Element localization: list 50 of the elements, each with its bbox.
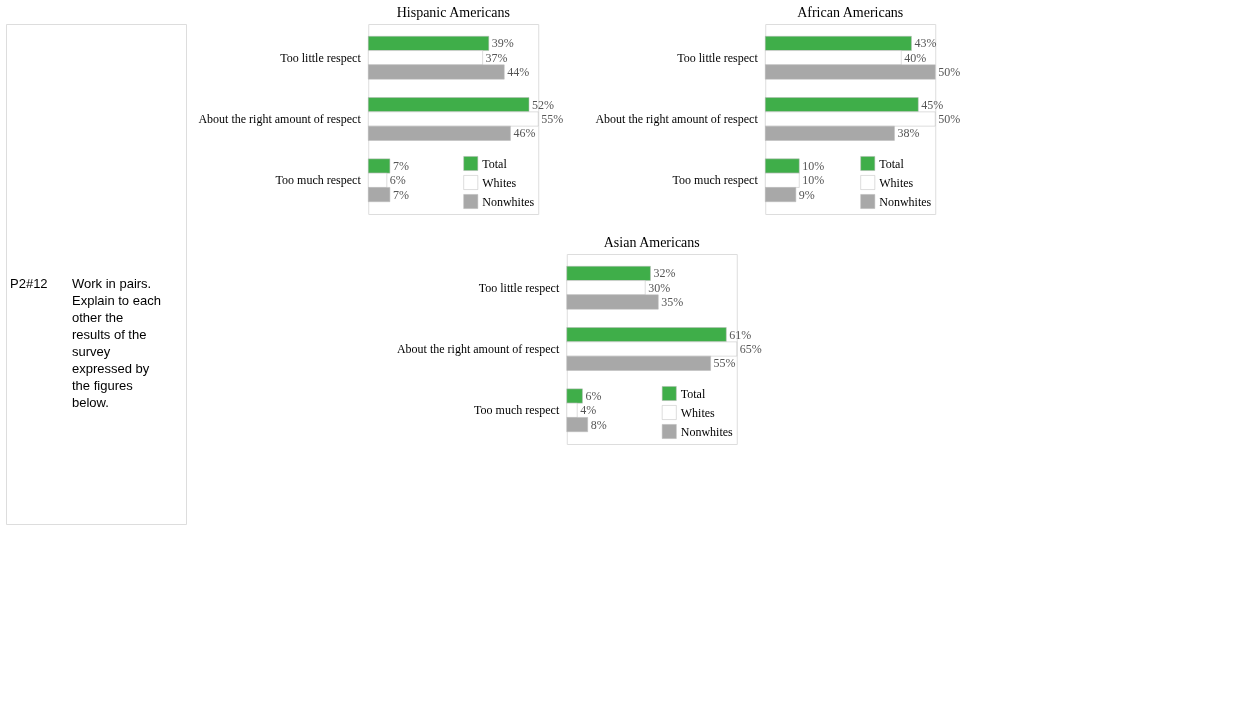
- y-tick-label: Too much respect: [275, 173, 362, 188]
- data-label: 61%: [729, 327, 752, 342]
- data-label: 10%: [802, 173, 825, 188]
- data-label: 32%: [653, 266, 676, 281]
- data-label: 50%: [938, 65, 961, 80]
- data-label: 46%: [513, 126, 536, 141]
- data-label: 55%: [541, 112, 564, 126]
- legend-label: Total: [482, 156, 508, 171]
- data-label: 39%: [491, 36, 514, 51]
- y-tick-label: About the right amount of respect: [396, 342, 560, 356]
- data-label: 7%: [392, 187, 409, 202]
- legend-label: Whites: [879, 175, 914, 190]
- text: Work in pairs. Explain to each other the results of the survey expressed by the figures below.: [72, 276, 161, 410]
- data-label: 55%: [713, 356, 736, 371]
- data-label: 40%: [904, 50, 927, 65]
- legend-label: Whites: [680, 405, 716, 420]
- y-tick-label: About the right amount of respect: [198, 112, 362, 126]
- legend-label: Total: [879, 156, 905, 171]
- data-label: 6%: [585, 388, 602, 403]
- data-label: 10%: [802, 158, 825, 173]
- data-label: 35%: [661, 295, 684, 310]
- data-label: 30%: [648, 280, 671, 295]
- y-tick-label: Too little respect: [478, 280, 560, 295]
- legend-label: Nonwhites: [482, 194, 535, 209]
- data-label: 4%: [580, 403, 597, 418]
- text: P2#12: [10, 276, 48, 291]
- legend-label: Whites: [482, 175, 517, 190]
- y-tick-label: About the right amount of respect: [595, 112, 759, 126]
- data-label: 9%: [798, 187, 815, 202]
- data-label: 6%: [389, 173, 406, 188]
- y-tick-label: Too little respect: [677, 50, 759, 65]
- data-label: 38%: [897, 126, 920, 141]
- data-label: 65%: [739, 342, 762, 356]
- chart-title: Hispanic Americans: [396, 5, 510, 20]
- y-tick-label: Too much respect: [672, 173, 759, 188]
- legend-label: Nonwhites: [879, 194, 932, 209]
- data-label: 43%: [914, 36, 937, 51]
- data-label: 44%: [507, 65, 530, 80]
- data-label: 45%: [921, 97, 944, 112]
- data-label: 37%: [485, 50, 508, 65]
- chart-title: African Americans: [797, 5, 904, 20]
- data-label: 50%: [938, 112, 961, 126]
- chart-title: Asian Americans: [603, 235, 700, 250]
- data-label: 7%: [392, 158, 409, 173]
- y-tick-label: Too much respect: [474, 403, 560, 418]
- data-label: 8%: [590, 417, 607, 432]
- legend-label: Nonwhites: [680, 424, 734, 439]
- legend-label: Total: [680, 386, 706, 401]
- data-label: 52%: [531, 97, 554, 112]
- y-tick-label: Too little respect: [280, 50, 362, 65]
